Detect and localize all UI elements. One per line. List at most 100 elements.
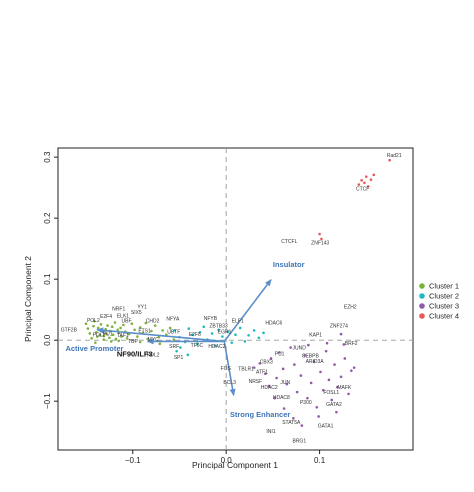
data-point [335,410,338,414]
data-point [110,325,114,329]
scatter-points [84,158,391,427]
data-point [281,367,285,371]
point-label: PU1 [275,351,285,357]
point-label: TBP [128,339,138,345]
y-tick-label: 0.0 [43,334,52,346]
point-label: SP1 [174,355,184,361]
data-point [191,333,194,336]
data-point [144,321,148,325]
point-label: HDAC2 [208,344,225,350]
data-point [175,349,178,353]
data-point [102,338,106,341]
point-label: MAFK [337,385,352,391]
x-axis: −0.1 0.0 0.1 [125,450,326,465]
point-label: CTCF [356,187,369,193]
point-label: JUN [280,380,290,386]
point-label: JUND [292,345,306,351]
data-point [96,326,100,330]
data-point [357,183,361,186]
data-point [116,328,120,332]
data-point [289,346,292,349]
point-label: ATF1 [256,370,268,376]
data-point [292,416,295,420]
data-point [179,346,182,349]
data-point [307,343,310,347]
data-point [247,334,250,337]
data-point [243,340,247,343]
data-point [234,333,237,336]
data-point [226,330,230,333]
point-label: NRF1 [112,306,125,312]
point-label: TBLR1 [238,367,254,373]
point-label: BRF2 [345,341,358,347]
reference-lines [58,148,413,450]
x-axis-title: Principal Component 1 [192,460,278,470]
data-point [122,323,125,327]
point-label: BRG1 [292,439,306,445]
data-point [320,237,323,241]
point-label: UBF [122,318,132,324]
legend-label: Cluster 2 [429,292,459,301]
point-label: NRSF [249,379,263,385]
data-point [202,325,206,329]
data-point [114,337,118,341]
data-point [217,328,220,332]
point-label: P300 [300,400,312,406]
data-point [172,338,176,341]
point-label: HDAC8 [273,395,290,401]
data-point [106,324,109,327]
point-label: BCL3 [223,380,236,386]
point-label: FOSL1 [323,390,339,396]
data-point [158,342,162,346]
data-point [324,349,328,353]
point-label: ZBTB33 [209,323,228,329]
point-label: NFYA [166,317,180,323]
data-point [372,173,376,177]
data-point [306,396,309,400]
legend-label: Cluster 1 [429,282,459,291]
data-point [315,405,319,409]
data-point [347,392,350,396]
x-tick-label: 0.1 [314,456,326,465]
data-point [312,360,316,363]
data-point [322,388,325,392]
data-point [105,332,108,336]
data-point [119,326,122,330]
point-label: TF6C [191,343,204,349]
data-point [113,321,117,324]
data-point [303,354,306,357]
data-point [117,339,121,343]
point-label: E2F6 [189,332,201,338]
point-label: POL2 [93,333,106,339]
data-point [213,344,217,347]
point-label: GTF2B [61,328,78,334]
point-label: E2F4 [100,314,112,320]
data-point [330,398,334,402]
data-point [364,175,368,178]
data-point [161,329,164,332]
point-label: SIX5 [131,310,142,316]
point-label: CEBPB [302,353,320,359]
data-point [88,332,92,335]
data-point [252,329,256,332]
y-tick-label: −0.1 [43,393,52,409]
legend-marker [419,283,425,289]
data-point [98,334,102,337]
data-point [133,328,136,332]
data-point [138,326,142,329]
data-point [309,381,313,385]
point-label: Rad21 [387,153,402,159]
data-point [339,375,343,379]
data-point [150,329,153,333]
legend-marker [419,293,425,299]
data-point [257,336,261,340]
data-point [325,341,329,345]
data-point [94,341,97,344]
data-point [300,424,304,427]
data-point [90,337,93,340]
point-label: EGR1 [218,329,232,335]
point-label: FOS [221,366,232,372]
data-point [350,369,353,372]
data-point [86,327,90,330]
